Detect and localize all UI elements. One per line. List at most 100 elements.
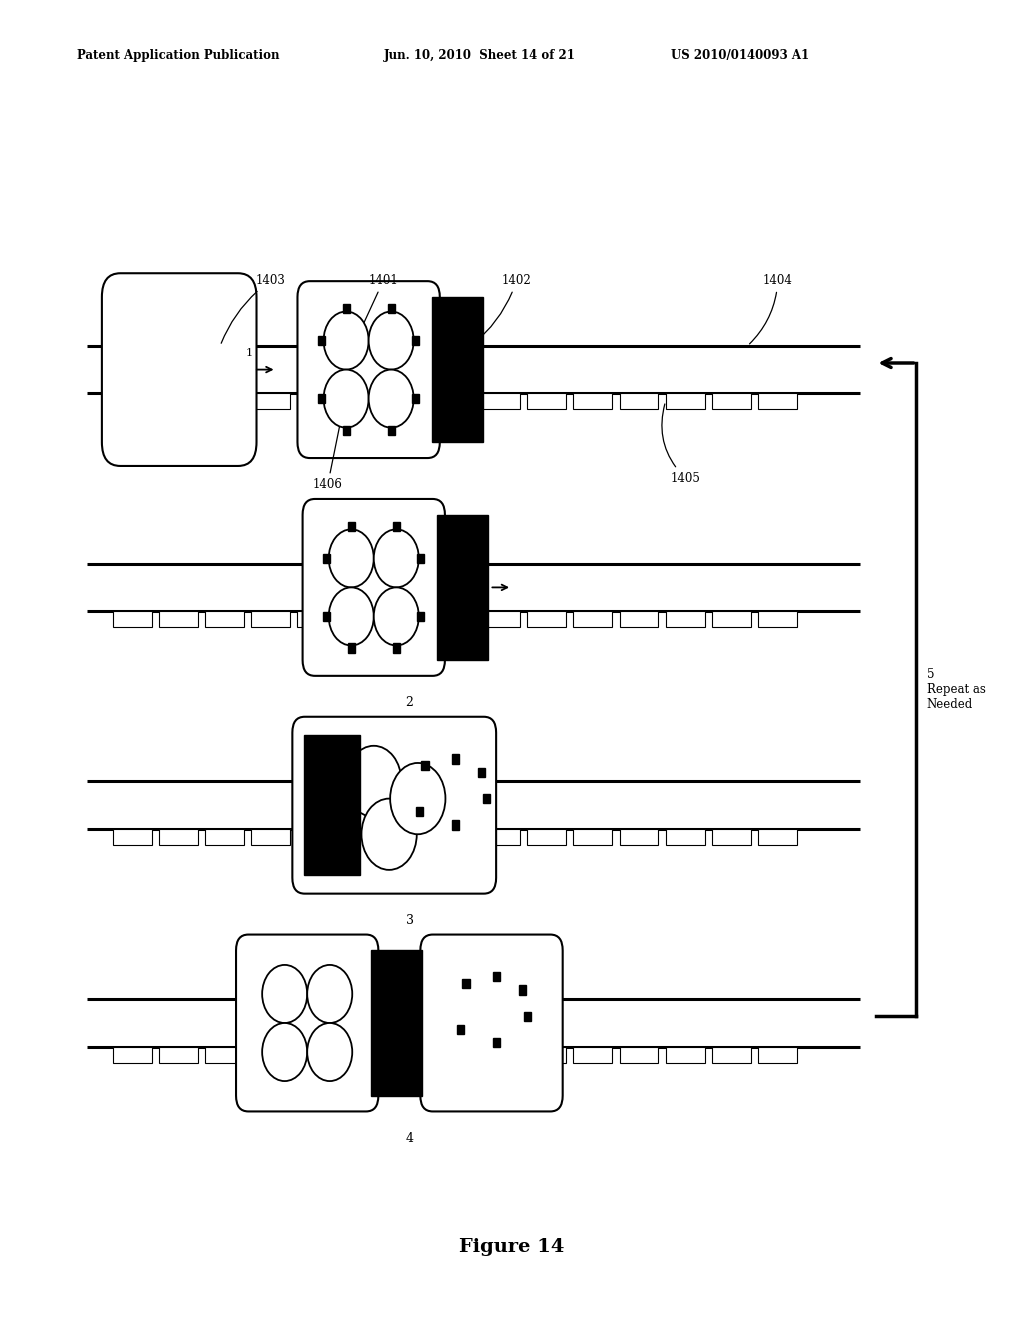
Bar — [251, 829, 290, 845]
Circle shape — [346, 746, 401, 817]
Text: 1403: 1403 — [221, 273, 286, 343]
Bar — [297, 393, 336, 409]
Text: US 2010/0140093 A1: US 2010/0140093 A1 — [671, 49, 809, 62]
Bar — [251, 393, 290, 409]
Bar — [712, 611, 751, 627]
Bar — [524, 1011, 531, 1022]
Bar — [418, 611, 424, 620]
Text: 1401: 1401 — [354, 273, 398, 343]
Bar — [435, 829, 474, 845]
Bar — [389, 1047, 428, 1063]
Bar — [297, 1047, 336, 1063]
Bar — [205, 611, 244, 627]
Bar — [481, 1047, 520, 1063]
Bar — [527, 829, 566, 845]
Bar — [519, 985, 526, 995]
Bar — [437, 515, 488, 660]
Bar — [712, 829, 751, 845]
Bar — [573, 611, 612, 627]
Bar — [317, 335, 326, 345]
Bar — [573, 829, 612, 845]
Text: 1402: 1402 — [473, 273, 531, 345]
Bar — [620, 611, 658, 627]
Bar — [453, 820, 459, 830]
Bar — [416, 808, 424, 816]
Bar — [477, 767, 485, 776]
Text: 5
Repeat as
Needed: 5 Repeat as Needed — [927, 668, 985, 711]
Bar — [666, 829, 705, 845]
Bar — [527, 1047, 566, 1063]
Bar — [347, 643, 354, 652]
Circle shape — [374, 529, 419, 587]
Bar — [462, 979, 469, 987]
Text: Patent Application Publication: Patent Application Publication — [77, 49, 280, 62]
Bar — [159, 829, 198, 845]
Text: 2: 2 — [406, 696, 414, 709]
Bar — [343, 829, 382, 845]
Bar — [712, 393, 751, 409]
Bar — [251, 1047, 290, 1063]
Circle shape — [324, 370, 369, 428]
Bar — [418, 553, 424, 562]
Bar — [435, 611, 474, 627]
FancyBboxPatch shape — [101, 273, 256, 466]
Text: 3: 3 — [406, 913, 414, 927]
Bar — [371, 950, 422, 1096]
Bar — [712, 1047, 751, 1063]
Bar — [343, 1047, 382, 1063]
Bar — [422, 760, 428, 770]
Text: 1406: 1406 — [312, 412, 343, 491]
Bar — [494, 1038, 500, 1048]
Bar — [666, 1047, 705, 1063]
Circle shape — [324, 312, 369, 370]
Bar — [481, 393, 520, 409]
Text: 1405: 1405 — [662, 404, 700, 484]
Bar — [205, 1047, 244, 1063]
Text: 1404: 1404 — [750, 273, 793, 345]
FancyBboxPatch shape — [293, 717, 496, 894]
Circle shape — [361, 799, 417, 870]
Bar — [389, 393, 428, 409]
Bar — [205, 393, 244, 409]
Bar — [435, 393, 474, 409]
Bar — [483, 795, 489, 803]
Bar — [527, 611, 566, 627]
Circle shape — [262, 1023, 307, 1081]
Circle shape — [390, 763, 445, 834]
Bar — [527, 393, 566, 409]
Bar — [412, 335, 420, 345]
Bar — [432, 297, 483, 442]
Bar — [573, 1047, 612, 1063]
Bar — [387, 425, 395, 436]
Bar — [481, 611, 520, 627]
Bar — [342, 304, 349, 313]
Bar — [324, 553, 330, 562]
Circle shape — [262, 965, 307, 1023]
Bar — [342, 425, 349, 436]
Bar — [620, 1047, 658, 1063]
Bar — [324, 611, 330, 620]
FancyBboxPatch shape — [297, 281, 440, 458]
Bar — [343, 393, 382, 409]
Bar — [387, 304, 395, 313]
Bar — [453, 754, 459, 763]
Bar — [317, 393, 326, 404]
Circle shape — [374, 587, 419, 645]
Bar — [573, 393, 612, 409]
Text: Jun. 10, 2010  Sheet 14 of 21: Jun. 10, 2010 Sheet 14 of 21 — [384, 49, 575, 62]
Bar — [620, 829, 658, 845]
Bar — [347, 521, 354, 531]
Text: 4: 4 — [406, 1131, 414, 1144]
Bar — [113, 393, 152, 409]
FancyBboxPatch shape — [420, 935, 563, 1111]
FancyBboxPatch shape — [236, 935, 379, 1111]
Circle shape — [307, 965, 352, 1023]
Bar — [159, 611, 198, 627]
Bar — [666, 393, 705, 409]
Bar — [113, 829, 152, 845]
Bar — [758, 1047, 797, 1063]
Bar — [758, 829, 797, 845]
Circle shape — [369, 370, 414, 428]
Bar — [113, 611, 152, 627]
Circle shape — [329, 587, 374, 645]
